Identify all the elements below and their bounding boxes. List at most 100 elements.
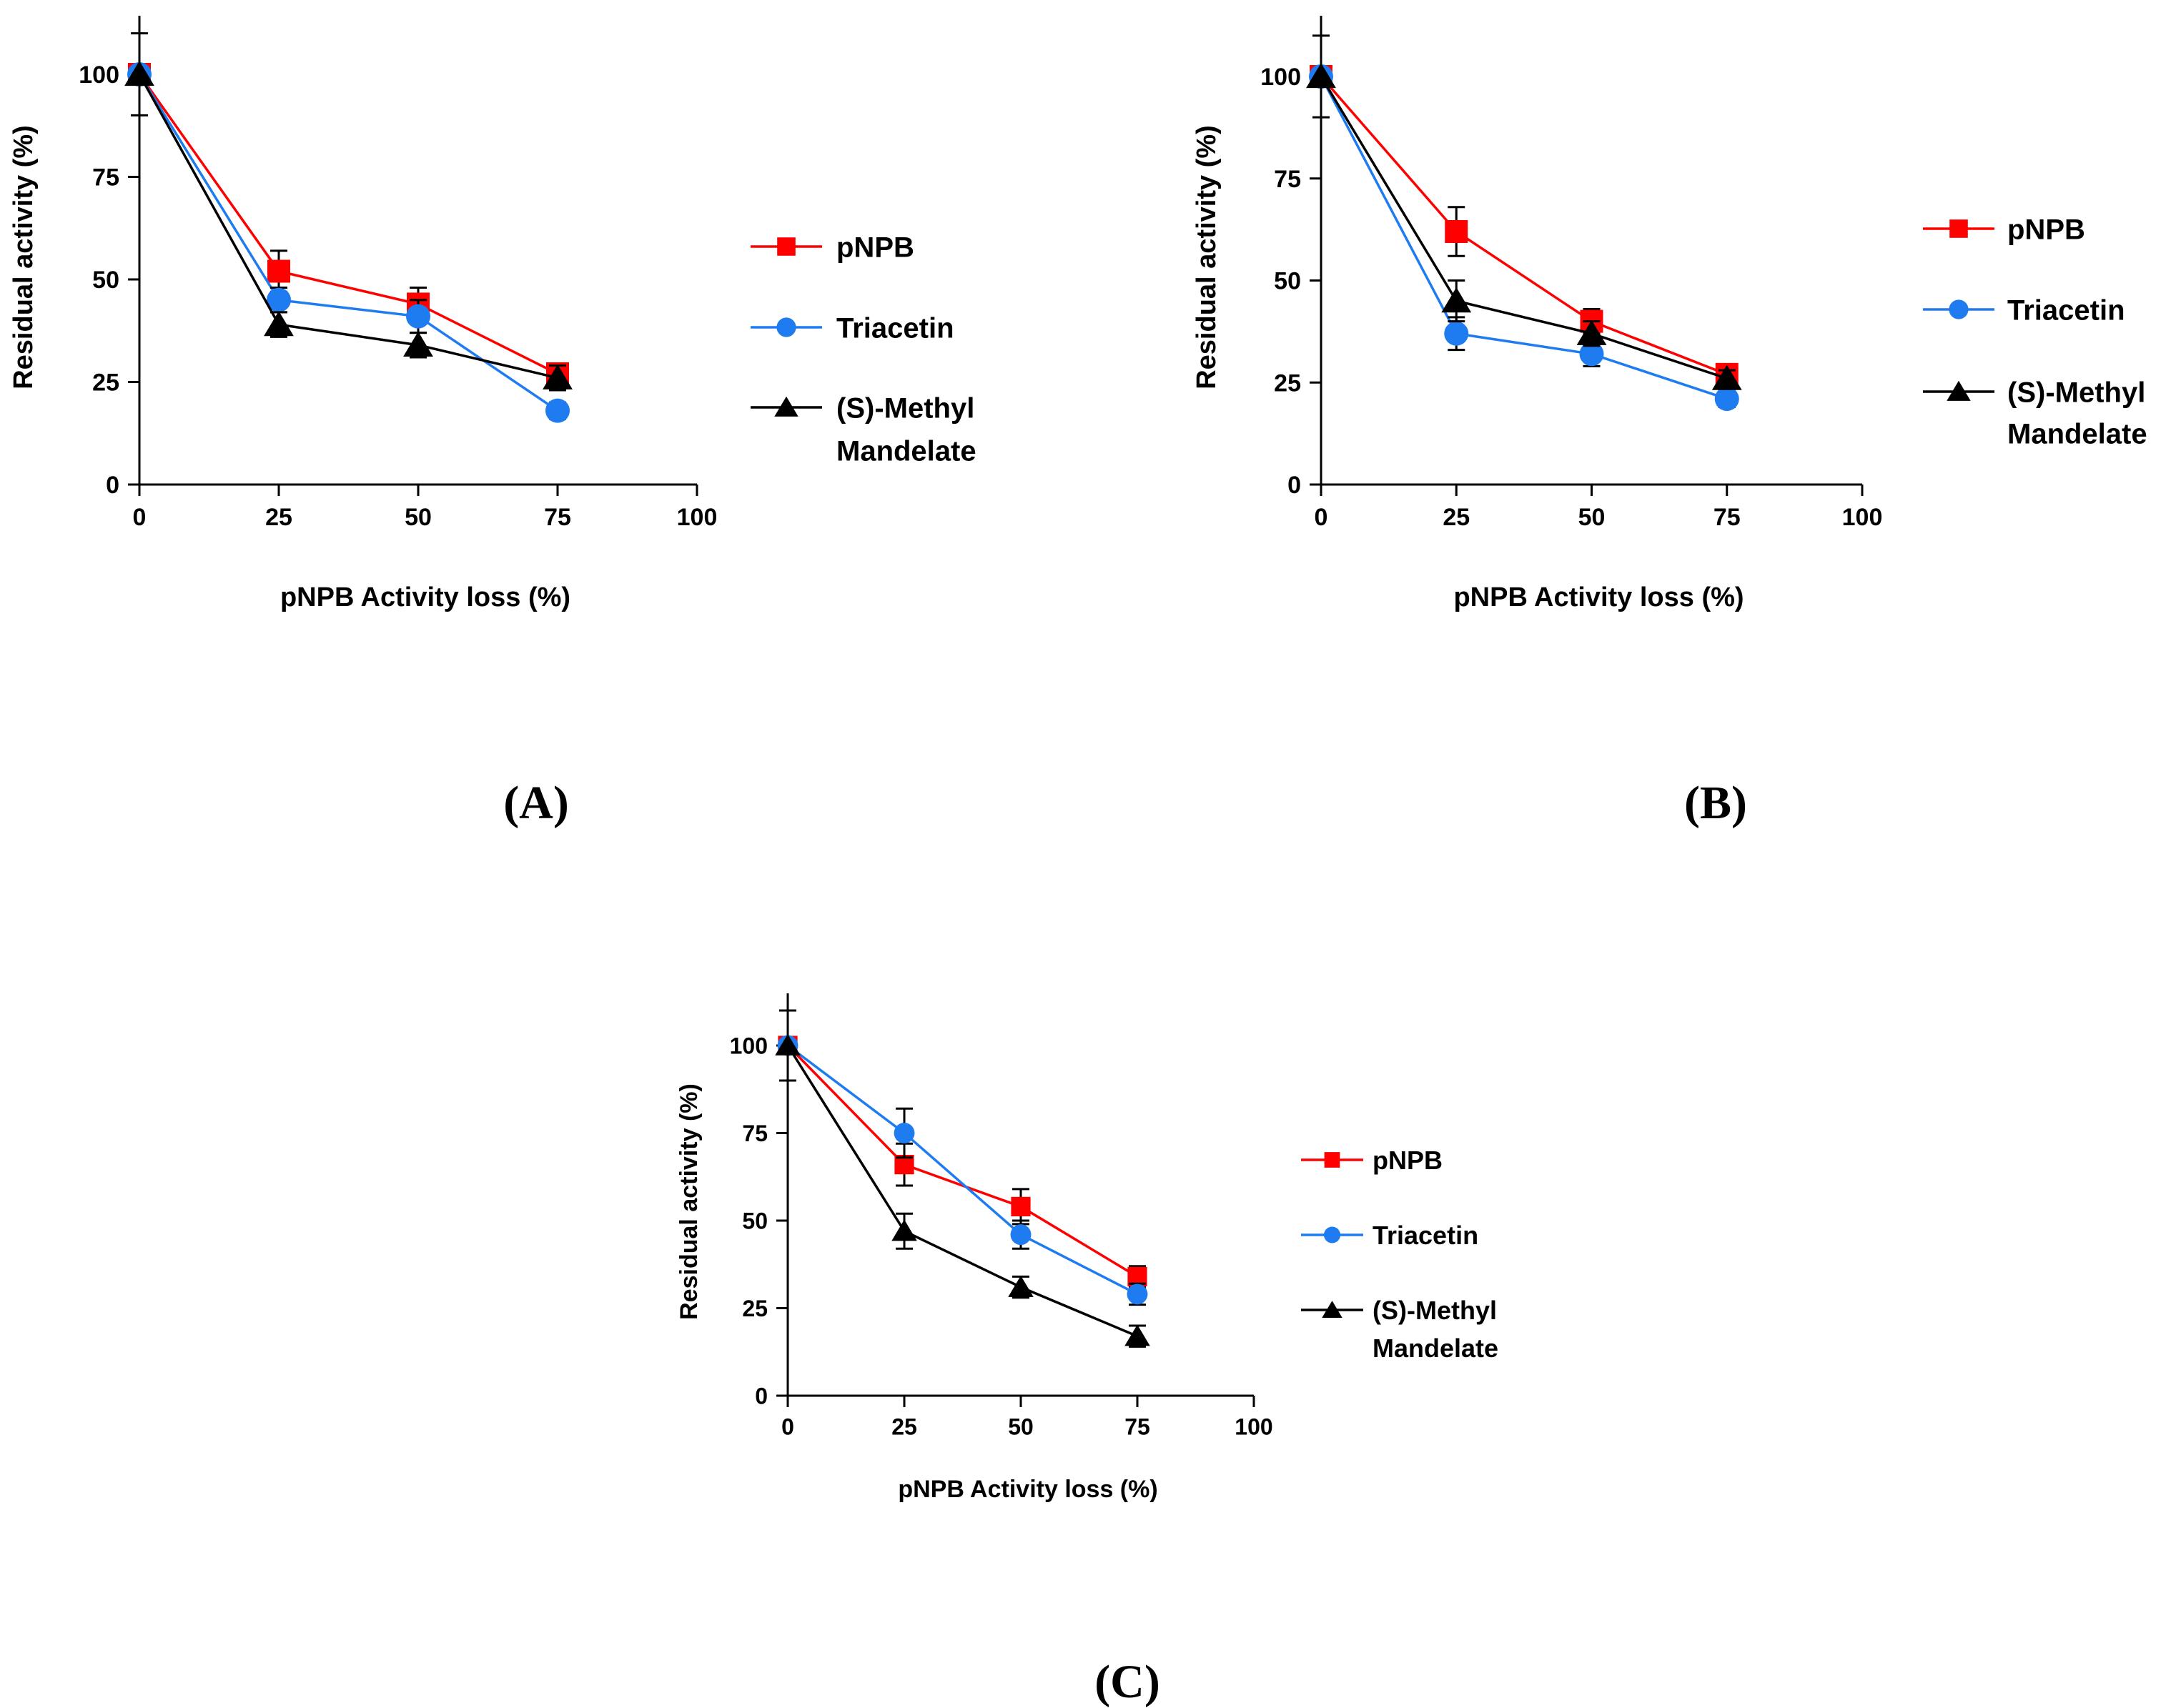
y-tick-label: 100 xyxy=(1260,64,1301,91)
series-line xyxy=(786,1044,1138,1296)
legend-label: Triacetin xyxy=(2007,294,2125,326)
chart-panel-1: 0 25 50 75 100 0 25 50 75 100 pNPB Activity loss (… xyxy=(9,16,976,829)
legend-entry: pNPB xyxy=(751,232,914,263)
legend-entry: Triacetin xyxy=(1923,294,2125,326)
panel-label: (A) xyxy=(503,777,569,829)
x-tick-label: 25 xyxy=(1443,504,1470,531)
legend-label: (S)-Methyl xyxy=(2007,377,2145,408)
legend-marker xyxy=(1947,380,1971,401)
y-tick-label: 50 xyxy=(92,267,119,294)
series-triacetin xyxy=(127,62,570,423)
legend-label: pNPB xyxy=(836,232,914,263)
legend-label: Triacetin xyxy=(836,312,954,344)
series-line xyxy=(1320,76,1728,400)
panel-label: (C) xyxy=(1094,1656,1160,1708)
x-axis-label: pNPB Activity loss (%) xyxy=(898,1476,1157,1503)
data-point xyxy=(545,398,570,423)
series--s-methyl-mandelate xyxy=(1306,34,1742,390)
legend-label: pNPB xyxy=(1373,1146,1443,1175)
data-point xyxy=(1127,1284,1148,1305)
series-line xyxy=(1320,76,1728,380)
x-axis-label: pNPB Activity loss (%) xyxy=(280,582,570,612)
series-triacetin xyxy=(1309,64,1739,412)
data-point xyxy=(1008,1275,1034,1297)
x-tick-label: 0 xyxy=(133,504,147,531)
legend-entry: pNPB xyxy=(1923,214,2085,245)
y-tick-label: 0 xyxy=(106,472,119,499)
legend-label: Mandelate xyxy=(836,435,976,467)
y-tick-label: 50 xyxy=(1274,268,1301,295)
legend-entry: pNPB xyxy=(1301,1146,1443,1175)
legend-label: (S)-Methyl xyxy=(836,392,974,424)
series-pnpb xyxy=(128,63,569,386)
legend-entry: Triacetin xyxy=(751,312,954,344)
data-point xyxy=(124,61,154,86)
y-axis-label: Residual activity (%) xyxy=(9,125,39,389)
x-tick-label: 75 xyxy=(1124,1414,1150,1439)
legend-marker xyxy=(1323,1226,1341,1243)
data-point xyxy=(1124,1324,1150,1346)
data-point xyxy=(543,364,573,389)
data-point xyxy=(267,287,291,312)
data-point xyxy=(1445,219,1468,243)
x-tick-label: 25 xyxy=(891,1414,917,1439)
legend-label: Mandelate xyxy=(2007,418,2147,450)
data-point xyxy=(1441,287,1472,313)
series-line xyxy=(138,74,558,412)
legend-entry: (S)-Methyl Mandelate xyxy=(751,392,976,467)
series-line xyxy=(786,1045,1138,1338)
data-point xyxy=(894,1123,915,1143)
data-point xyxy=(264,311,294,337)
series--s-methyl-mandelate xyxy=(775,1009,1150,1348)
y-tick-label: 25 xyxy=(1274,369,1301,397)
x-tick-label: 100 xyxy=(1235,1414,1272,1439)
data-point xyxy=(891,1219,917,1241)
series--s-methyl-mandelate xyxy=(124,32,573,392)
y-tick-label: 100 xyxy=(730,1033,768,1059)
y-tick-label: 100 xyxy=(79,61,119,89)
series-pnpb xyxy=(778,1036,1147,1289)
series-line xyxy=(138,74,558,379)
series-triacetin xyxy=(777,1035,1148,1306)
legend-marker xyxy=(1324,1152,1340,1168)
y-tick-label: 0 xyxy=(755,1384,768,1409)
x-tick-label: 0 xyxy=(1315,504,1328,531)
y-tick-label: 75 xyxy=(92,164,119,192)
x-tick-label: 25 xyxy=(265,504,292,531)
legend-label: Mandelate xyxy=(1373,1334,1498,1363)
legend-marker xyxy=(1949,219,1968,238)
series-line xyxy=(1320,75,1728,376)
legend-marker xyxy=(774,396,798,417)
x-tick-label: 50 xyxy=(405,504,432,531)
series-pnpb xyxy=(1310,65,1739,386)
data-point xyxy=(1576,319,1607,345)
x-tick-label: 50 xyxy=(1578,504,1606,531)
legend-marker xyxy=(1322,1301,1342,1318)
data-point xyxy=(406,304,430,329)
data-point xyxy=(267,259,290,283)
x-tick-label: 100 xyxy=(677,504,718,531)
data-point xyxy=(1714,387,1739,412)
data-point xyxy=(1711,364,1742,390)
legend-marker xyxy=(776,317,796,337)
y-tick-label: 25 xyxy=(92,369,119,397)
data-point xyxy=(1306,63,1336,89)
y-tick-label: 75 xyxy=(742,1121,768,1146)
x-tick-label: 100 xyxy=(1842,504,1883,531)
series-line xyxy=(786,1044,1138,1278)
x-tick-label: 50 xyxy=(1008,1414,1034,1439)
chart-panel-2: 0 25 50 75 100 0 25 50 75 100 pNPB Activity loss (… xyxy=(1192,16,2147,829)
legend-label: pNPB xyxy=(2007,214,2085,245)
data-point xyxy=(1579,342,1604,367)
legend-marker xyxy=(1949,299,1969,319)
data-point xyxy=(403,331,433,357)
legend-label: (S)-Methyl xyxy=(1373,1296,1497,1325)
data-point xyxy=(1444,321,1469,346)
legend-entry: (S)-Methyl Mandelate xyxy=(1301,1296,1498,1363)
data-point xyxy=(775,1033,801,1056)
data-point xyxy=(1010,1224,1032,1246)
series-line xyxy=(138,73,558,375)
y-tick-label: 75 xyxy=(1274,166,1301,193)
y-tick-label: 0 xyxy=(1287,472,1301,499)
panel-label: (B) xyxy=(1684,777,1747,829)
